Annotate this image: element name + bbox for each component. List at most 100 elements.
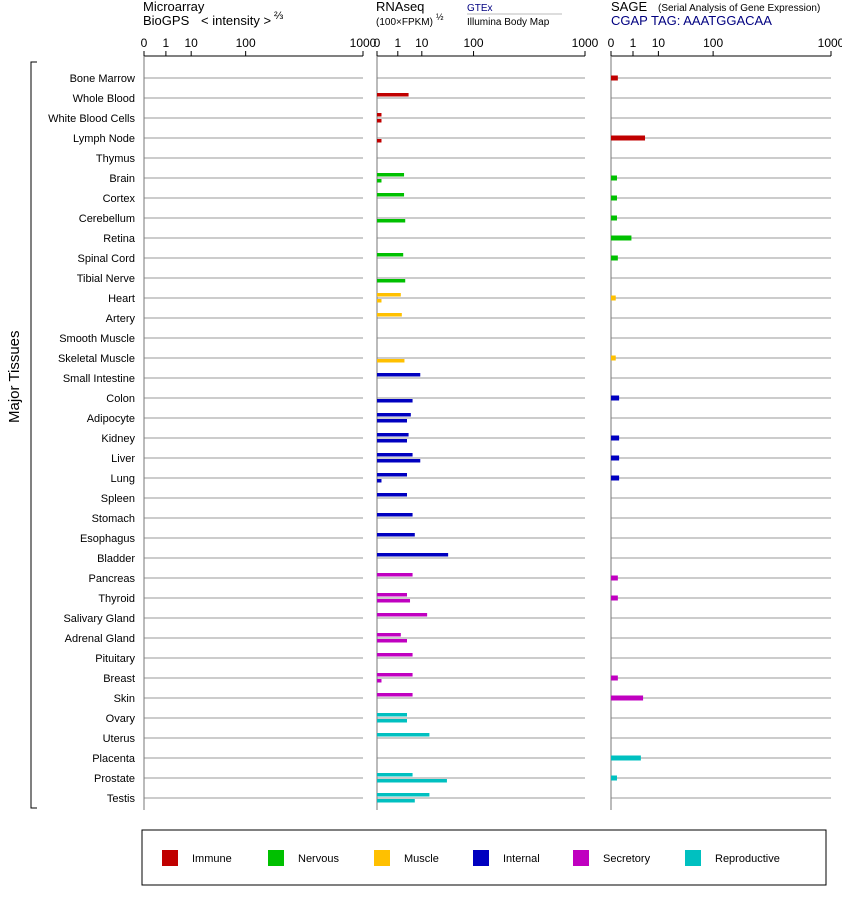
tissue-label: White Blood Cells: [48, 113, 135, 125]
sage-description: (Serial Analysis of Gene Expression): [658, 3, 820, 14]
sage-bar: [611, 355, 616, 361]
tissue-label: Spinal Cord: [78, 253, 135, 265]
legend: Immune Nervous Muscle Internal Secretory Repr…: [162, 850, 780, 866]
legend-label: Reproductive: [715, 853, 780, 865]
x-tick-label: 1000: [818, 36, 842, 50]
tissue-label: Spleen: [101, 493, 135, 505]
sage-title: SAGE: [611, 0, 647, 14]
gtex-bar: [377, 113, 382, 117]
illumina-bar: [377, 719, 407, 723]
legend-label: Nervous: [298, 853, 339, 865]
tissue-label: Uterus: [103, 733, 136, 745]
microarray-scale-exponent: ⅔: [274, 10, 283, 22]
illumina-bar: [377, 399, 413, 403]
gtex-bar: [377, 193, 405, 197]
gtex-bar: [377, 493, 407, 497]
sage-bar: [611, 255, 618, 261]
sage-bar: [611, 595, 618, 601]
rnaseq-scale-exponent: ½: [436, 12, 444, 22]
x-tick-label: 100: [464, 36, 484, 50]
sage-bar: [611, 395, 620, 401]
tissue-label: Ovary: [106, 713, 136, 725]
gtex-bar: [377, 693, 413, 697]
illumina-bar: [377, 139, 382, 143]
illumina-bar: [377, 419, 407, 423]
gtex-bar: [377, 633, 401, 637]
tissue-label: Adrenal Gland: [65, 633, 135, 645]
tissue-label: Cortex: [103, 193, 136, 205]
bars: [377, 75, 646, 803]
tissue-label: Liver: [111, 453, 135, 465]
sage-bar: [611, 235, 632, 241]
tissue-label: Artery: [106, 313, 136, 325]
microarray-title: Microarray: [143, 0, 205, 14]
tissue-label: Retina: [103, 233, 136, 245]
illumina-bar: [377, 599, 411, 603]
gtex-label: GTEx: [467, 3, 493, 14]
x-tick-label: 0: [141, 36, 148, 50]
illumina-bar: [377, 279, 406, 283]
grid-lines: [144, 77, 831, 799]
tissue-group-bracket: [30, 61, 37, 809]
gtex-bar: [377, 533, 415, 537]
tissue-label: Colon: [106, 393, 135, 405]
x-tick-label: 0: [608, 36, 615, 50]
tissue-label: Esophagus: [80, 533, 136, 545]
tissue-label: Pituitary: [95, 653, 135, 665]
sage-bar: [611, 475, 620, 481]
gtex-bar: [377, 613, 428, 617]
illumina-bar: [377, 799, 415, 803]
sage-bar: [611, 295, 616, 301]
illumina-bar: [377, 359, 405, 363]
gtex-bar: [377, 173, 405, 177]
sage-bar: [611, 695, 644, 701]
illumina-bar: [377, 479, 382, 483]
gtex-bar: [377, 313, 402, 317]
legend-swatch: [162, 850, 178, 866]
gtex-bar: [377, 513, 413, 517]
sage-bar: [611, 675, 618, 681]
tissue-labels: Bone Marrow Whole Blood White Blood Cells L…: [48, 73, 136, 805]
gtex-bar: [377, 253, 404, 257]
x-tick-label: 1: [163, 36, 170, 50]
sage-bar: [611, 775, 617, 781]
rnaseq-title: RNAseq: [376, 0, 424, 14]
illumina-bar: [377, 219, 406, 223]
tissue-label: Stomach: [92, 513, 135, 525]
tissue-label: Cerebellum: [79, 213, 135, 225]
illumina-bar: [377, 179, 382, 183]
gtex-bar: [377, 433, 409, 437]
gtex-bar: [377, 773, 413, 777]
gtex-bar: [377, 793, 430, 797]
gtex-bar: [377, 593, 407, 597]
gtex-bar: [377, 673, 413, 677]
legend-label: Immune: [192, 853, 232, 865]
tissue-label: Brain: [109, 173, 135, 185]
gtex-bar: [377, 473, 407, 477]
tissue-label: Lymph Node: [73, 133, 135, 145]
sage-bar: [611, 75, 618, 81]
legend-swatch: [374, 850, 390, 866]
microarray-scale-label: < intensity >: [201, 13, 271, 28]
x-tick-label: 100: [703, 36, 723, 50]
gtex-bar: [377, 373, 421, 377]
illumina-bar: [377, 459, 421, 463]
tissue-label: Placenta: [92, 753, 136, 765]
gtex-bar: [377, 653, 413, 657]
x-tick-label: 100: [236, 36, 256, 50]
tissue-label: Adipocyte: [87, 413, 135, 425]
sage-bar: [611, 455, 620, 461]
illumina-bar: [377, 299, 382, 303]
sage-tag: CGAP TAG: AAATGGACAA: [611, 13, 772, 28]
legend-swatch: [685, 850, 701, 866]
tissue-label: Smooth Muscle: [59, 333, 135, 345]
illumina-bar: [377, 119, 382, 123]
gtex-bar: [377, 713, 407, 717]
sage-bar: [611, 135, 646, 141]
sage-bar: [611, 195, 617, 201]
x-tick-label: 1: [630, 36, 637, 50]
x-tick-label: 1: [394, 36, 401, 50]
tissue-label: Skin: [114, 693, 135, 705]
